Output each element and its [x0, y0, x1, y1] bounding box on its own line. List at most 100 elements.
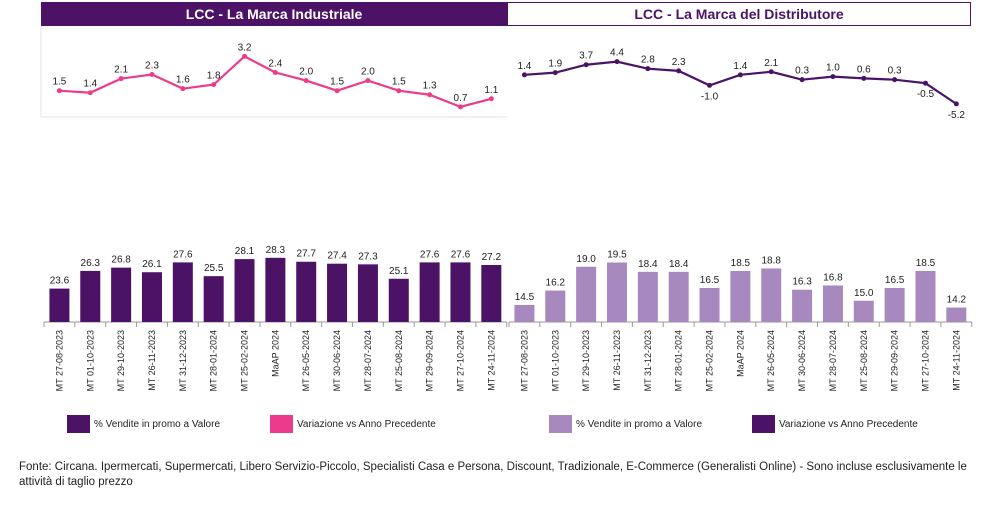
line-value-label: 0.6	[857, 64, 871, 75]
bar	[141, 272, 162, 322]
x-tick-label: MT 29-10-2023	[116, 330, 126, 391]
bar	[668, 271, 689, 322]
line-point	[583, 62, 589, 68]
line-point	[303, 78, 309, 84]
source-footnote: Fonte: Circana. Ipermercati, Supermercat…	[19, 461, 967, 488]
bar-value-label: 16.8	[823, 272, 843, 283]
right-chart: MT 27-08-2023 MT 01-10-2023 MT 29-10-2023 M…	[508, 48, 973, 391]
x-tick-label: MT 24-11-2024	[486, 330, 496, 391]
x-tick-label: MT 28-07-2024	[828, 330, 838, 391]
line-point	[707, 82, 713, 88]
left-chart: MT 27-08-2023 MT 01-10-2023 MT 29-10-2023 M…	[43, 42, 508, 391]
line-point	[552, 70, 558, 76]
x-tick-label: MT 26-05-2024	[301, 330, 311, 391]
line-value-label: 2.3	[672, 57, 686, 68]
bar-value-label: 25.1	[389, 266, 409, 277]
line-value-label: 1.6	[176, 75, 190, 86]
bar	[761, 268, 782, 322]
bar	[946, 307, 967, 322]
x-tick-label: MT 29-10-2023	[581, 330, 591, 391]
bar-value-label: 23.6	[50, 276, 70, 287]
line-point	[922, 80, 928, 86]
line-point	[768, 69, 774, 75]
bar-value-label: 27.7	[296, 249, 316, 260]
line-value-label: 2.3	[145, 61, 159, 72]
x-tick-label: MT 27-10-2024	[455, 330, 465, 391]
bar	[514, 305, 535, 322]
x-tick-label: MT 01-10-2023	[85, 330, 95, 391]
line-point	[488, 96, 494, 102]
line-value-label: 1.5	[392, 77, 406, 88]
line-point	[457, 104, 463, 110]
line-value-label: 0.3	[888, 66, 902, 77]
line-value-label: 4.4	[610, 48, 624, 59]
bar-value-label: 18.8	[761, 255, 781, 266]
x-tick-label: MT 29-09-2024	[425, 330, 435, 391]
x-tick-label: MT 31-12-2023	[178, 330, 188, 391]
line-value-label: 1.4	[83, 79, 97, 90]
line-value-label: 3.7	[579, 51, 593, 62]
bar	[357, 264, 378, 322]
line-point	[149, 72, 155, 78]
bar	[576, 266, 597, 322]
bar	[853, 300, 874, 322]
line-point	[242, 53, 248, 59]
x-tick-label: MT 25-08-2024	[859, 330, 869, 391]
bar	[606, 262, 627, 322]
x-tick-label: MT 27-10-2024	[920, 330, 930, 391]
bar	[699, 288, 720, 322]
bar-value-label: 25.5	[204, 263, 224, 274]
x-tick-label: MaAP 2024	[735, 330, 745, 377]
line-point	[118, 76, 124, 82]
line-value-label: 1.0	[826, 63, 840, 74]
line-point	[830, 74, 836, 80]
bar-value-label: 27.4	[327, 251, 347, 262]
line-value-label: 2.1	[764, 58, 778, 69]
bar-value-label: 16.3	[792, 277, 812, 288]
bar-value-label: 27.6	[173, 249, 193, 260]
x-tick-label: MT 27-08-2023	[519, 330, 529, 391]
line-point	[799, 77, 805, 83]
line-point	[892, 77, 898, 83]
bar	[545, 290, 566, 322]
legend-left-bars: % Vendite in promo a Valore	[67, 415, 220, 433]
bar	[915, 271, 936, 322]
bar-value-label: 16.2	[546, 278, 566, 289]
x-tick-label: MT 28-07-2024	[363, 330, 373, 391]
x-tick-label: MT 31-12-2023	[643, 330, 653, 391]
bar-value-label: 18.4	[638, 259, 658, 270]
bar-value-label: 18.5	[916, 258, 936, 269]
legend-label: % Vendite in promo a Valore	[576, 418, 703, 430]
legend-swatch	[67, 415, 90, 433]
line-value-label: 2.0	[361, 67, 375, 78]
bar	[637, 271, 658, 322]
legend-right-line: Variazione vs Anno Precedente	[752, 415, 918, 433]
line-value-label: -0.5	[917, 89, 935, 100]
legend-right-bars: % Vendite in promo a Valore	[549, 415, 702, 433]
line-value-label: 1.1	[484, 85, 498, 96]
bar	[111, 267, 132, 322]
bar-value-label: 14.2	[947, 295, 967, 306]
x-tick-label: MT 26-11-2023	[147, 330, 157, 391]
line-point	[521, 72, 527, 78]
line-point	[56, 88, 62, 94]
legend-label: Variazione vs Anno Precedente	[297, 418, 436, 430]
left-panel-title: LCC - La Marca Industriale	[41, 2, 507, 26]
line-point	[737, 72, 743, 78]
bar	[80, 270, 101, 322]
line-point	[87, 90, 93, 96]
legend-label: % Vendite in promo a Valore	[94, 418, 221, 430]
bar	[203, 276, 224, 322]
bar-value-label: 27.6	[451, 249, 471, 260]
bar-value-label: 16.5	[885, 275, 905, 286]
x-tick-label: MT 29-09-2024	[890, 330, 900, 391]
bar-value-label: 26.1	[142, 259, 162, 270]
line-point	[614, 59, 620, 65]
bar-value-label: 19.5	[607, 250, 627, 261]
bar	[234, 259, 255, 322]
bar	[265, 257, 286, 322]
line-point	[396, 88, 402, 94]
bar-value-label: 27.6	[420, 249, 440, 260]
bar	[730, 271, 751, 322]
bar-value-label: 18.4	[669, 259, 689, 270]
